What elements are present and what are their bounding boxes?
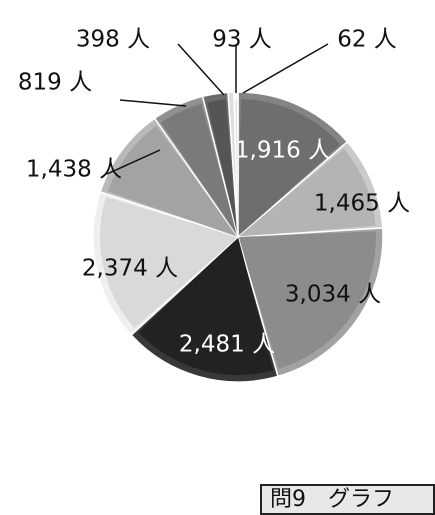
- slice-label: 398 人: [76, 27, 150, 53]
- slice-label: 62 人: [337, 27, 397, 53]
- leader-line: [242, 43, 329, 94]
- pie-slice-face: [238, 99, 341, 237]
- slice-label: 2,481 人: [179, 332, 275, 358]
- slice-label: 1,465 人: [314, 191, 410, 217]
- pie-slice-face: [235, 99, 238, 238]
- slice-labels: 1,916 人 1,465 人 3,034 人 2,481 人 2,374 人 1,438…: [18, 27, 410, 358]
- slice-label: 3,034 人: [285, 282, 381, 308]
- leader-line: [177, 43, 225, 96]
- slice-label: 1,916 人: [235, 138, 331, 164]
- pie-slice-face: [238, 148, 376, 237]
- slice-label: 1,438 人: [26, 157, 122, 183]
- slice-label: 819 人: [18, 70, 92, 96]
- pie-slice-face: [100, 196, 238, 329]
- pie-slice-face: [107, 125, 239, 237]
- pie-slice-face: [207, 99, 238, 237]
- leader-line: [106, 149, 161, 175]
- leader-lines: [106, 43, 329, 175]
- pie-slice-face: [238, 231, 376, 369]
- slice-label: 93 人: [212, 27, 272, 53]
- pie-slice-face: [138, 237, 274, 375]
- leader-line: [119, 99, 187, 107]
- pie-chart: 1,916 人 1,465 人 3,034 人 2,481 人 2,374 人 1,438…: [18, 27, 410, 383]
- question-tag: 問9 グラフ: [260, 484, 435, 515]
- slice-label: 2,374 人: [82, 256, 178, 282]
- pie-slice-face: [161, 103, 238, 238]
